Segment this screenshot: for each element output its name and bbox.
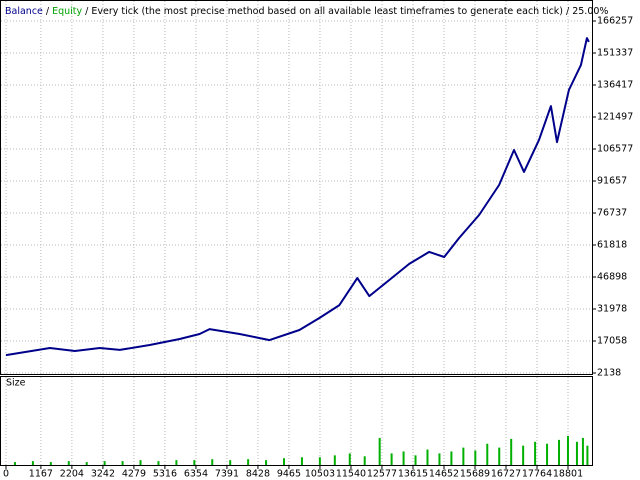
size-bar [49,462,52,465]
y-tick-label: 2138 [597,368,621,379]
size-bar [581,437,584,465]
size-bar [566,436,569,465]
size-bar [193,460,196,465]
size-bar [558,439,561,465]
x-tick-label: 16727 [491,469,521,480]
size-bar [333,455,336,465]
y-tick-label: 106577 [597,144,633,155]
x-tick-label: 6354 [184,469,208,480]
size-bar [378,437,381,465]
x-tick-label: 10503 [305,469,335,480]
size-bar [265,460,268,465]
size-bar [474,450,477,465]
chart-header: Balance / Equity / Every tick (the most prec… [5,6,608,17]
model-title: Every tick (the most precise method base… [91,6,563,17]
size-bar [450,451,453,465]
x-tick-label: 17764 [522,469,552,480]
y-tick-label: 17058 [597,335,627,346]
size-bar [139,460,142,465]
size-bar [103,461,106,465]
x-tick-label: 5316 [153,469,177,480]
size-bar [31,461,34,465]
x-tick-label: 18801 [553,469,583,480]
main-panel-frame [0,0,593,375]
size-bar [363,456,366,465]
x-tick-label: 11540 [336,469,366,480]
x-tick-label: 12577 [367,469,397,480]
size-bar [586,445,589,465]
x-tick-label: 1167 [29,469,53,480]
legend-balance: Balance [5,6,43,17]
y-tick-label: 136417 [597,80,633,91]
size-bar [546,443,549,465]
size-bar [486,443,489,465]
separator: / [85,6,89,17]
separator: / [566,6,570,17]
x-tick-label: 15689 [460,469,490,480]
balance-line [5,37,590,357]
size-bar [438,453,441,465]
x-tick-label: 3242 [91,469,115,480]
y-tick-label: 76737 [597,208,627,219]
modelling-quality: 25.00% [572,6,608,17]
size-bar [13,462,16,465]
size-bar [211,459,214,465]
y-tick-label: 91657 [597,176,627,187]
size-bar [157,461,160,465]
size-bar [300,457,303,465]
x-tick-label: 7391 [215,469,239,480]
size-bar [426,449,429,465]
size-bar [348,453,351,465]
y-tick-label: 151337 [597,48,633,59]
size-bar [121,461,124,465]
x-tick-label: 9465 [277,469,301,480]
x-tick-label: 4279 [122,469,146,480]
x-tick-label: 14652 [429,469,459,480]
y-tick-label: 166257 [597,16,633,27]
size-bar [522,445,525,465]
x-tick-label: 8428 [246,469,270,480]
size-panel-title: Size [6,378,26,389]
size-bar [402,451,405,465]
size-bar [534,441,537,465]
size-bar [510,438,513,465]
size-bar [498,447,501,465]
size-bar [318,457,321,465]
size-bar [67,461,70,465]
size-bar [462,447,465,465]
y-tick-label: 121497 [597,112,633,123]
size-bar [414,455,417,465]
y-tick-label: 31978 [597,303,627,314]
legend-equity: Equity [52,6,82,17]
size-bar [575,441,578,465]
x-tick-label: 13615 [398,469,428,480]
y-tick-label: 61818 [597,239,627,250]
size-bar [175,460,178,465]
x-tick-label: 0 [3,469,9,480]
size-bar [390,453,393,465]
size-bar [229,460,232,465]
size-bar [283,458,286,465]
size-panel-frame [0,376,593,466]
separator: / [46,6,50,17]
size-bar [85,462,88,465]
y-tick-label: 46898 [597,271,627,282]
x-tick-label: 2204 [60,469,84,480]
size-bar [247,459,250,465]
